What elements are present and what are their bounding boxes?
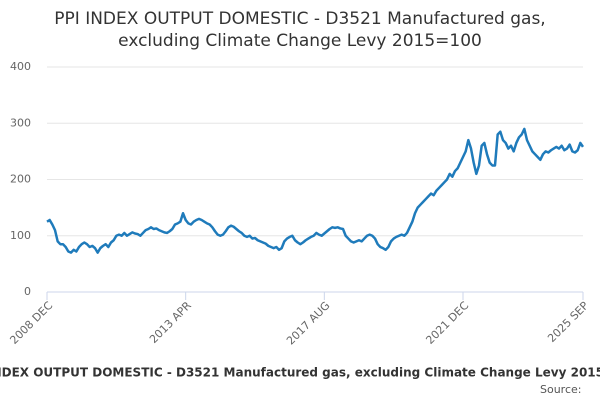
x-tick-label: 2013 APR: [147, 299, 194, 346]
y-tick-label: 100: [10, 229, 31, 242]
y-tick-label: 300: [10, 116, 31, 129]
x-tick-label: 2017 AUG: [284, 299, 333, 348]
y-tick-label: 400: [10, 60, 31, 73]
x-tick-label: 2008 DEC: [7, 299, 55, 347]
chart-title: PPI INDEX OUTPUT DOMESTIC - D3521 Manufa…: [54, 9, 545, 29]
y-tick-label: 200: [10, 173, 31, 186]
source: Source:: [540, 383, 582, 396]
caption: PPI INDEX OUTPUT DOMESTIC - D3521 Manufa…: [0, 366, 600, 380]
x-tick-label: 2025 SEP: [545, 299, 591, 345]
x-tick-label: 2021 DEC: [423, 299, 471, 347]
data-line: [46, 127, 585, 254]
chart-title: excluding Climate Change Levy 2015=100: [118, 31, 482, 51]
y-tick-label: 0: [24, 285, 31, 298]
